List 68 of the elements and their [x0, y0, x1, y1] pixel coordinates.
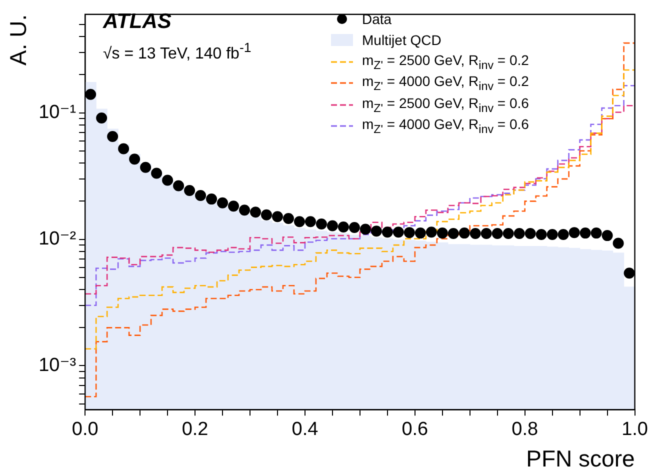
- point: [96, 112, 108, 124]
- point: [250, 206, 261, 218]
- annotation: √s = 13 TeV, 140 fb$^{-1}$: [103, 40, 252, 64]
- legend-label: m$_{Z'}$ = 2500 GeV, R$_{inv}$ = 0.2: [362, 52, 529, 72]
- x-tick-label: 0.8: [512, 419, 538, 440]
- point: [590, 228, 602, 239]
- point: [558, 229, 569, 240]
- point: [414, 228, 426, 239]
- point: [524, 228, 536, 240]
- point: [624, 268, 635, 279]
- point: [272, 211, 283, 222]
- point: [338, 222, 349, 233]
- point: [326, 220, 338, 232]
- point: [612, 238, 624, 249]
- point: [184, 185, 196, 196]
- point: [173, 180, 184, 192]
- point: [392, 226, 404, 238]
- point: [239, 204, 250, 216]
- y-tick-label: 10⁻³: [38, 354, 76, 376]
- point: [568, 227, 580, 238]
- x-tick-label: 0.0: [72, 419, 98, 440]
- point: [228, 200, 240, 212]
- point: [129, 154, 140, 165]
- point: [514, 228, 525, 240]
- legend-label: Data: [362, 10, 392, 27]
- point: [580, 228, 591, 239]
- point: [458, 228, 470, 239]
- point: [140, 162, 152, 173]
- point: [382, 226, 393, 238]
- point: [294, 216, 305, 228]
- point: [536, 229, 547, 240]
- point: [348, 222, 360, 233]
- x-tick-label: 1.0: [622, 419, 648, 440]
- y-tick-label: 10⁻²: [38, 228, 76, 250]
- point: [85, 88, 96, 100]
- y-axis-title: A. U.: [5, 14, 32, 66]
- point: [404, 227, 415, 238]
- legend-label: m$_{Z'}$ = 4000 GeV, R$_{inv}$ = 0.6: [362, 116, 529, 136]
- point: [316, 218, 327, 230]
- point: [426, 226, 437, 238]
- point: [206, 194, 218, 205]
- point: [480, 228, 492, 240]
- point: [602, 230, 613, 242]
- point: [260, 209, 272, 220]
- point: [151, 168, 162, 179]
- point: [448, 228, 459, 240]
- point: [502, 228, 514, 240]
- x-axis-title: PFN score: [526, 446, 635, 472]
- point: [118, 143, 130, 154]
- point: [107, 130, 118, 142]
- point: [370, 226, 382, 237]
- x-tick-label: 0.4: [292, 419, 319, 440]
- legend-label: m$_{Z'}$ = 2500 GeV, R$_{inv}$ = 0.6: [362, 94, 529, 115]
- y-tick-label: 10⁻¹: [38, 102, 76, 124]
- legend-label: m$_{Z'}$ = 4000 GeV, R$_{inv}$ = 0.2: [362, 73, 529, 94]
- point: [195, 190, 206, 201]
- x-tick-label: 0.6: [402, 419, 428, 440]
- point: [470, 228, 481, 240]
- point: [492, 228, 503, 240]
- point: [162, 174, 174, 186]
- point: [436, 228, 448, 239]
- point: [360, 224, 371, 235]
- point: [546, 229, 558, 240]
- legend-label: Multijet QCD: [362, 32, 442, 48]
- point: [282, 212, 294, 224]
- point: [304, 216, 316, 228]
- point: [217, 197, 228, 208]
- x-tick-label: 0.2: [182, 419, 208, 440]
